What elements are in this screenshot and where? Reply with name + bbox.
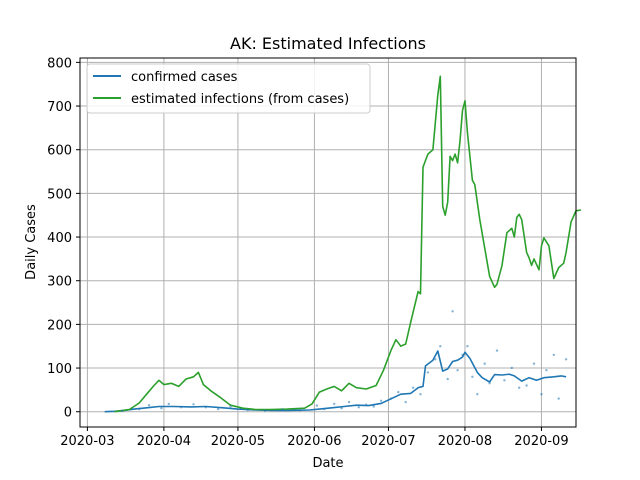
scatter-point <box>557 397 560 400</box>
scatter-point <box>160 407 163 410</box>
scatter-point <box>434 358 437 361</box>
scatter-point <box>389 397 393 400</box>
y-tick-label: 400 <box>47 231 72 246</box>
scatter-point <box>446 377 449 381</box>
y-axis-label: Daily Cases <box>24 204 39 280</box>
scatter-point <box>451 310 454 313</box>
x-tick-label: 2020-06 <box>287 434 341 449</box>
x-tick-label: 2020-04 <box>137 434 191 449</box>
scatter-point <box>545 369 548 372</box>
scatter-point <box>120 409 124 412</box>
scatter-point <box>419 393 422 396</box>
scatter-point <box>466 345 469 348</box>
scatter-point <box>204 406 208 409</box>
scatter-point <box>456 369 459 372</box>
y-tick-label: 600 <box>47 144 72 159</box>
scatter-point <box>180 406 183 409</box>
series-layer <box>104 75 582 413</box>
scatter-point <box>323 407 326 411</box>
scatter-point <box>315 404 319 407</box>
scatter-point <box>439 345 442 348</box>
scatter-point <box>372 405 375 408</box>
x-tick-label: 2020-09 <box>514 434 568 449</box>
x-tick-label: 2020-08 <box>438 434 492 449</box>
scatter-point <box>333 402 336 406</box>
scatter-point <box>298 409 301 412</box>
scatter-point <box>476 393 479 396</box>
scatter-point <box>167 402 170 406</box>
y-tick-label: 500 <box>47 187 72 202</box>
scatter-point <box>379 399 383 402</box>
scatter-point <box>192 403 195 406</box>
scatter-point <box>138 407 141 411</box>
y-tick-label: 700 <box>47 100 72 115</box>
scatter-point <box>426 371 430 374</box>
scatter-point <box>510 366 513 370</box>
legend: confirmed cases estimated infections (fr… <box>86 63 371 114</box>
scatter-point <box>397 390 400 394</box>
scatter-point <box>518 386 521 389</box>
legend-label-estimated: estimated infections (from cases) <box>131 92 349 107</box>
scatter-point <box>503 379 506 382</box>
scatter-point <box>540 393 543 396</box>
scatter-point <box>495 349 499 352</box>
scatter-point <box>281 408 284 411</box>
scatter-point <box>532 362 536 365</box>
scatter-point <box>552 353 555 357</box>
scatter-point <box>263 409 267 412</box>
plot-frame <box>79 57 577 428</box>
y-tick-label: 300 <box>47 275 72 290</box>
scatter-point <box>147 404 151 407</box>
scatter-point <box>471 375 474 378</box>
scatter-point <box>357 406 360 409</box>
scatter-point <box>217 407 220 411</box>
y-tick-label: 0 <box>64 406 72 421</box>
x-axis-label: Date <box>312 456 343 471</box>
scatter-point <box>525 384 528 387</box>
scatter-point <box>564 358 568 361</box>
scatter-point <box>411 386 415 389</box>
chart-title: AK: Estimated Infections <box>230 34 426 53</box>
legend-box <box>86 63 371 114</box>
legend-label-confirmed: confirmed cases <box>131 70 238 85</box>
x-tick-label: 2020-07 <box>361 434 415 449</box>
scatter-point <box>404 400 407 404</box>
y-tick-label: 100 <box>47 362 72 377</box>
y-tick-label: 800 <box>47 56 72 71</box>
x-tick-label: 2020-05 <box>211 434 265 449</box>
scatter-point <box>347 400 351 404</box>
series-line-confirmed-cases <box>104 350 567 413</box>
y-tick-label: 200 <box>47 318 72 333</box>
scatter-point <box>365 403 368 406</box>
ticks: 2020-03 2020-04 2020-05 2020-06 2020-07 2020-… <box>47 56 568 449</box>
scatter-point <box>229 405 232 408</box>
series-line-estimated-infections <box>114 75 582 413</box>
scatter-point <box>488 382 491 385</box>
scatter-point <box>461 353 464 357</box>
scatter-point <box>483 362 486 365</box>
scatter-point <box>340 407 343 410</box>
x-tick-label: 2020-03 <box>60 434 114 449</box>
scatter-point <box>246 408 249 412</box>
